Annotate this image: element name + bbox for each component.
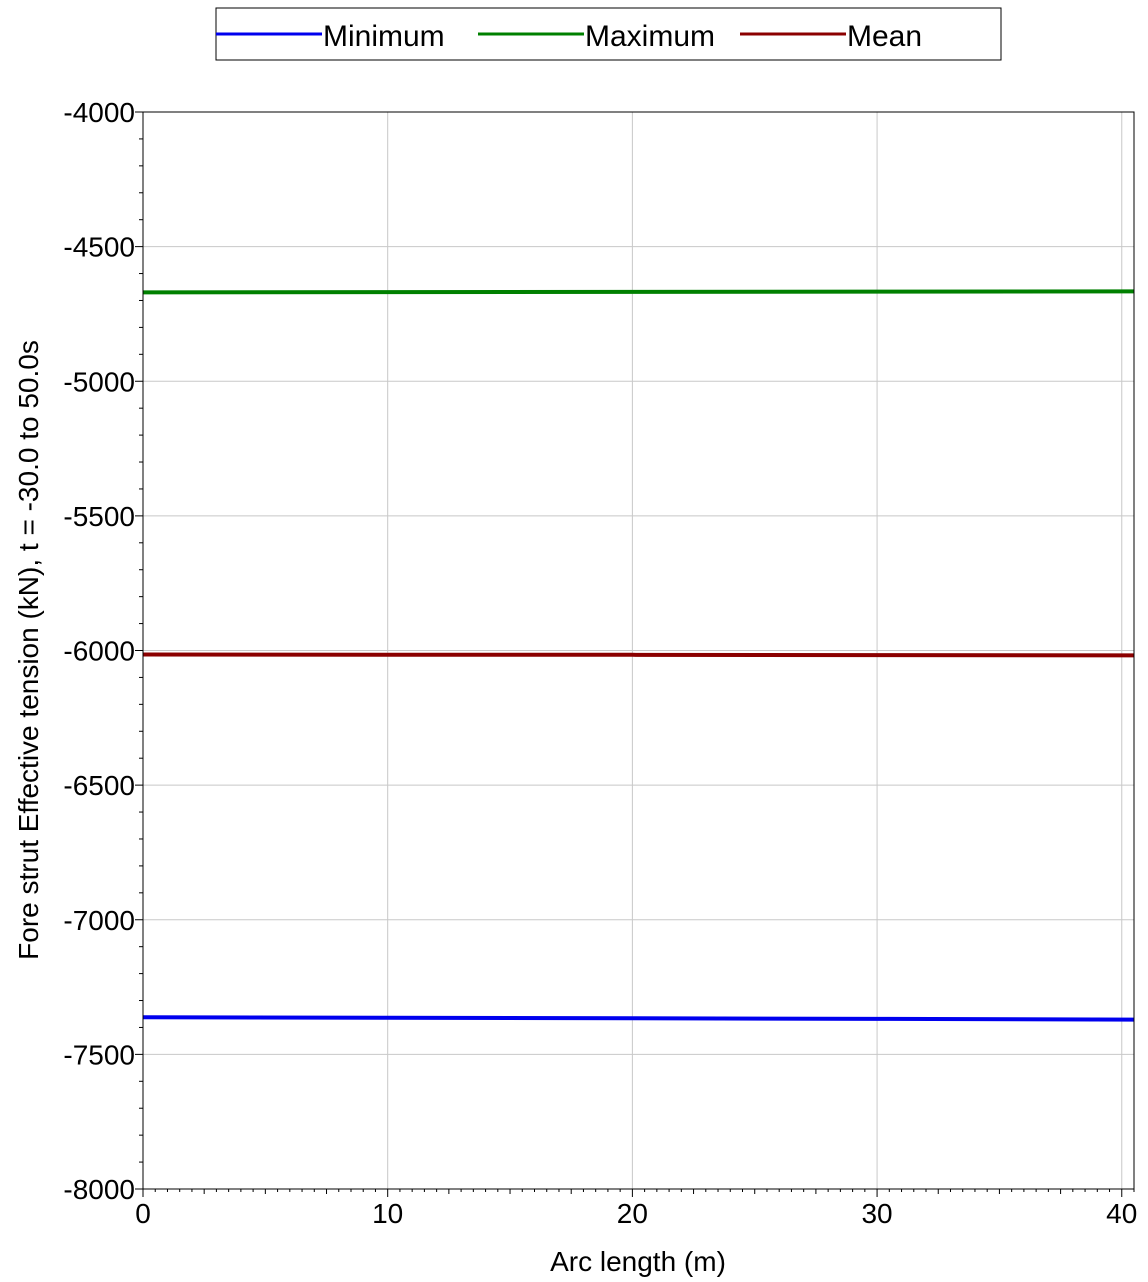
y-tick-label: -6000 [63, 636, 135, 667]
legend-label-maximum: Maximum [585, 20, 715, 53]
series-lines [142, 289, 1135, 1022]
y-axis-title: Fore strut Effective tension (kN), t = -… [13, 340, 44, 960]
x-tick-label: 30 [861, 1198, 892, 1229]
y-tick-label: -5000 [63, 366, 135, 397]
series-line-maximum [142, 289, 1135, 295]
series-line-mean [142, 652, 1135, 658]
y-tick-label: -5500 [63, 501, 135, 532]
x-tick-labels: 0 10 20 30 40 [135, 1198, 1137, 1229]
y-tick-label: -7000 [63, 905, 135, 936]
series-line-minimum [142, 1015, 1135, 1022]
plot-frame [142, 111, 1135, 1190]
y-tick-label: -4500 [63, 232, 135, 263]
y-tick-label: -7500 [63, 1039, 135, 1070]
y-tick-label: -4000 [63, 97, 135, 128]
legend-label-mean: Mean [847, 20, 922, 53]
plot-area [135, 111, 1135, 1197]
legend-box [215, 7, 1002, 61]
y-tick-label: -6500 [63, 770, 135, 801]
y-tick-label: -8000 [63, 1174, 135, 1205]
x-tick-label: 10 [372, 1198, 403, 1229]
legend-label-minimum: Minimum [323, 20, 445, 53]
x-axis-title: Arc length (m) [550, 1246, 726, 1277]
y-tick-labels: -4000 -4500 -5000 -5500 -6000 -6500 -7000 -7500… [63, 97, 135, 1205]
x-tick-label: 20 [617, 1198, 648, 1229]
x-tick-label: 40 [1106, 1198, 1137, 1229]
legend: Minimum Maximum Mean [215, 7, 1002, 61]
x-tick-label: 0 [135, 1198, 151, 1229]
